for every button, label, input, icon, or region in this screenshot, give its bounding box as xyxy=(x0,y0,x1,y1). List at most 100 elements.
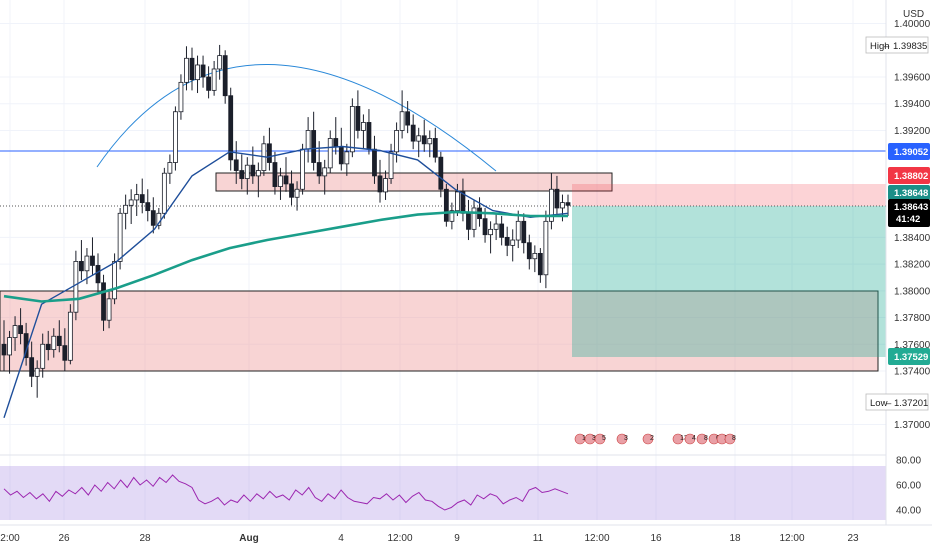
candle-body xyxy=(322,167,328,177)
stop-loss-area[interactable] xyxy=(572,184,886,206)
time-tick-label: 26 xyxy=(58,533,70,544)
price-axis[interactable]: 1.40000 1.39600 1.39400 1.39200 1.38400 1.382… xyxy=(894,19,931,431)
candle-body xyxy=(471,207,477,230)
candle-body xyxy=(233,159,239,171)
price-tick-label: 1.39400 xyxy=(894,99,931,110)
time-tick-label: 18 xyxy=(729,533,741,544)
candle-body xyxy=(128,199,134,206)
candle-body xyxy=(150,210,156,226)
candle-body xyxy=(106,298,112,321)
svg-text:1.37529: 1.37529 xyxy=(894,352,928,363)
candle-body xyxy=(12,325,18,338)
candle-body xyxy=(267,143,272,163)
candle-body xyxy=(278,175,283,187)
candle-body xyxy=(294,188,300,198)
last-price-badge: 1.38643 41:42 xyxy=(888,199,930,227)
time-tick-label: 16 xyxy=(650,533,662,544)
high-tag: High – 1.39835 xyxy=(865,36,929,54)
time-axis[interactable]: 2:00 26 28 Aug 4 12:00 9 11 12:00 16 18 12:00 23 xyxy=(0,533,859,544)
rsi-axis[interactable]: 80.00 60.00 40.00 xyxy=(896,456,921,517)
candle-body xyxy=(51,335,57,351)
candle-body xyxy=(239,170,245,179)
event-flag-icon[interactable]: 13 xyxy=(672,433,688,445)
candle-body xyxy=(421,135,427,145)
event-flag-icon[interactable]: 4 xyxy=(684,433,696,445)
candle-body xyxy=(167,162,173,174)
candle-body xyxy=(565,202,571,206)
supply-zone-box[interactable] xyxy=(215,172,613,192)
candle-body xyxy=(377,175,383,193)
price-tick-label: 1.37000 xyxy=(894,420,931,431)
svg-text:1.38648: 1.38648 xyxy=(894,188,928,199)
candle-body xyxy=(95,265,101,284)
event-flag-icon[interactable]: 2 xyxy=(642,433,654,445)
candle-body xyxy=(300,148,305,190)
time-tick-label: 11 xyxy=(533,533,544,544)
svg-text:–: – xyxy=(884,41,890,52)
candle-body xyxy=(79,261,84,272)
candle-body xyxy=(184,57,189,83)
demand-zone-box[interactable] xyxy=(0,290,879,372)
candle-body xyxy=(443,188,449,222)
candle-body xyxy=(200,64,206,78)
event-flag-icon[interactable]: 8 xyxy=(724,433,736,445)
time-tick-label: 12:00 xyxy=(584,533,609,544)
event-flag-icon[interactable]: 3 xyxy=(616,433,628,445)
svg-text:41:42: 41:42 xyxy=(896,214,920,225)
candle-body xyxy=(432,138,438,158)
candle-body xyxy=(372,148,377,177)
candle-body xyxy=(134,194,140,201)
candle-body xyxy=(383,178,388,193)
candle-body xyxy=(62,345,68,361)
candle-body xyxy=(195,64,200,81)
candle-body xyxy=(327,138,333,169)
time-tick-label: Aug xyxy=(239,533,258,544)
candle-body xyxy=(56,335,62,347)
candle-body xyxy=(416,135,422,142)
candle-body xyxy=(394,130,399,153)
svg-text:Low: Low xyxy=(870,398,888,409)
price-tick-label: 1.40000 xyxy=(894,19,931,30)
candle-body xyxy=(145,202,151,212)
candle-body xyxy=(250,164,256,177)
candle-body xyxy=(244,164,250,179)
take-profit-area[interactable] xyxy=(572,206,886,357)
candle-body xyxy=(1,343,7,356)
svg-text:–: – xyxy=(886,398,892,409)
candle-body xyxy=(311,130,317,163)
candle-body xyxy=(493,223,499,230)
candle-body xyxy=(499,223,505,238)
time-tick-label: 12:00 xyxy=(779,533,804,544)
candle-body xyxy=(272,162,278,187)
candle-body xyxy=(388,151,394,179)
candle-body xyxy=(101,282,106,321)
candle-body xyxy=(18,325,23,334)
rsi-band xyxy=(0,466,886,520)
candles-group xyxy=(1,44,571,398)
candle-body xyxy=(521,220,527,244)
candle-body xyxy=(34,367,40,377)
currency-label: USD xyxy=(903,9,924,20)
stop-price-badge: 1.38802 xyxy=(888,167,930,184)
event-flag-icon[interactable]: 8 xyxy=(696,433,708,445)
svg-text:High: High xyxy=(870,41,890,52)
price-tick-label: 1.38000 xyxy=(894,286,931,297)
time-tick-label: 9 xyxy=(454,533,460,544)
candle-body xyxy=(560,202,565,209)
rsi-tick-label: 40.00 xyxy=(896,506,921,517)
time-tick-label: 23 xyxy=(847,533,859,544)
arc-drawing[interactable] xyxy=(96,64,497,172)
candle-body xyxy=(361,122,366,131)
economic-events-row[interactable]: 17345321348618 xyxy=(574,433,736,445)
candle-body xyxy=(504,236,510,246)
candle-body xyxy=(482,218,488,236)
event-flag-icon[interactable]: 5 xyxy=(594,433,606,445)
candle-body xyxy=(510,239,516,246)
candle-body xyxy=(549,188,554,222)
price-tick-label: 1.37600 xyxy=(894,340,931,351)
candle-body xyxy=(526,242,532,260)
candle-body xyxy=(427,138,433,145)
candle-body xyxy=(206,76,211,91)
candle-body xyxy=(405,111,411,126)
